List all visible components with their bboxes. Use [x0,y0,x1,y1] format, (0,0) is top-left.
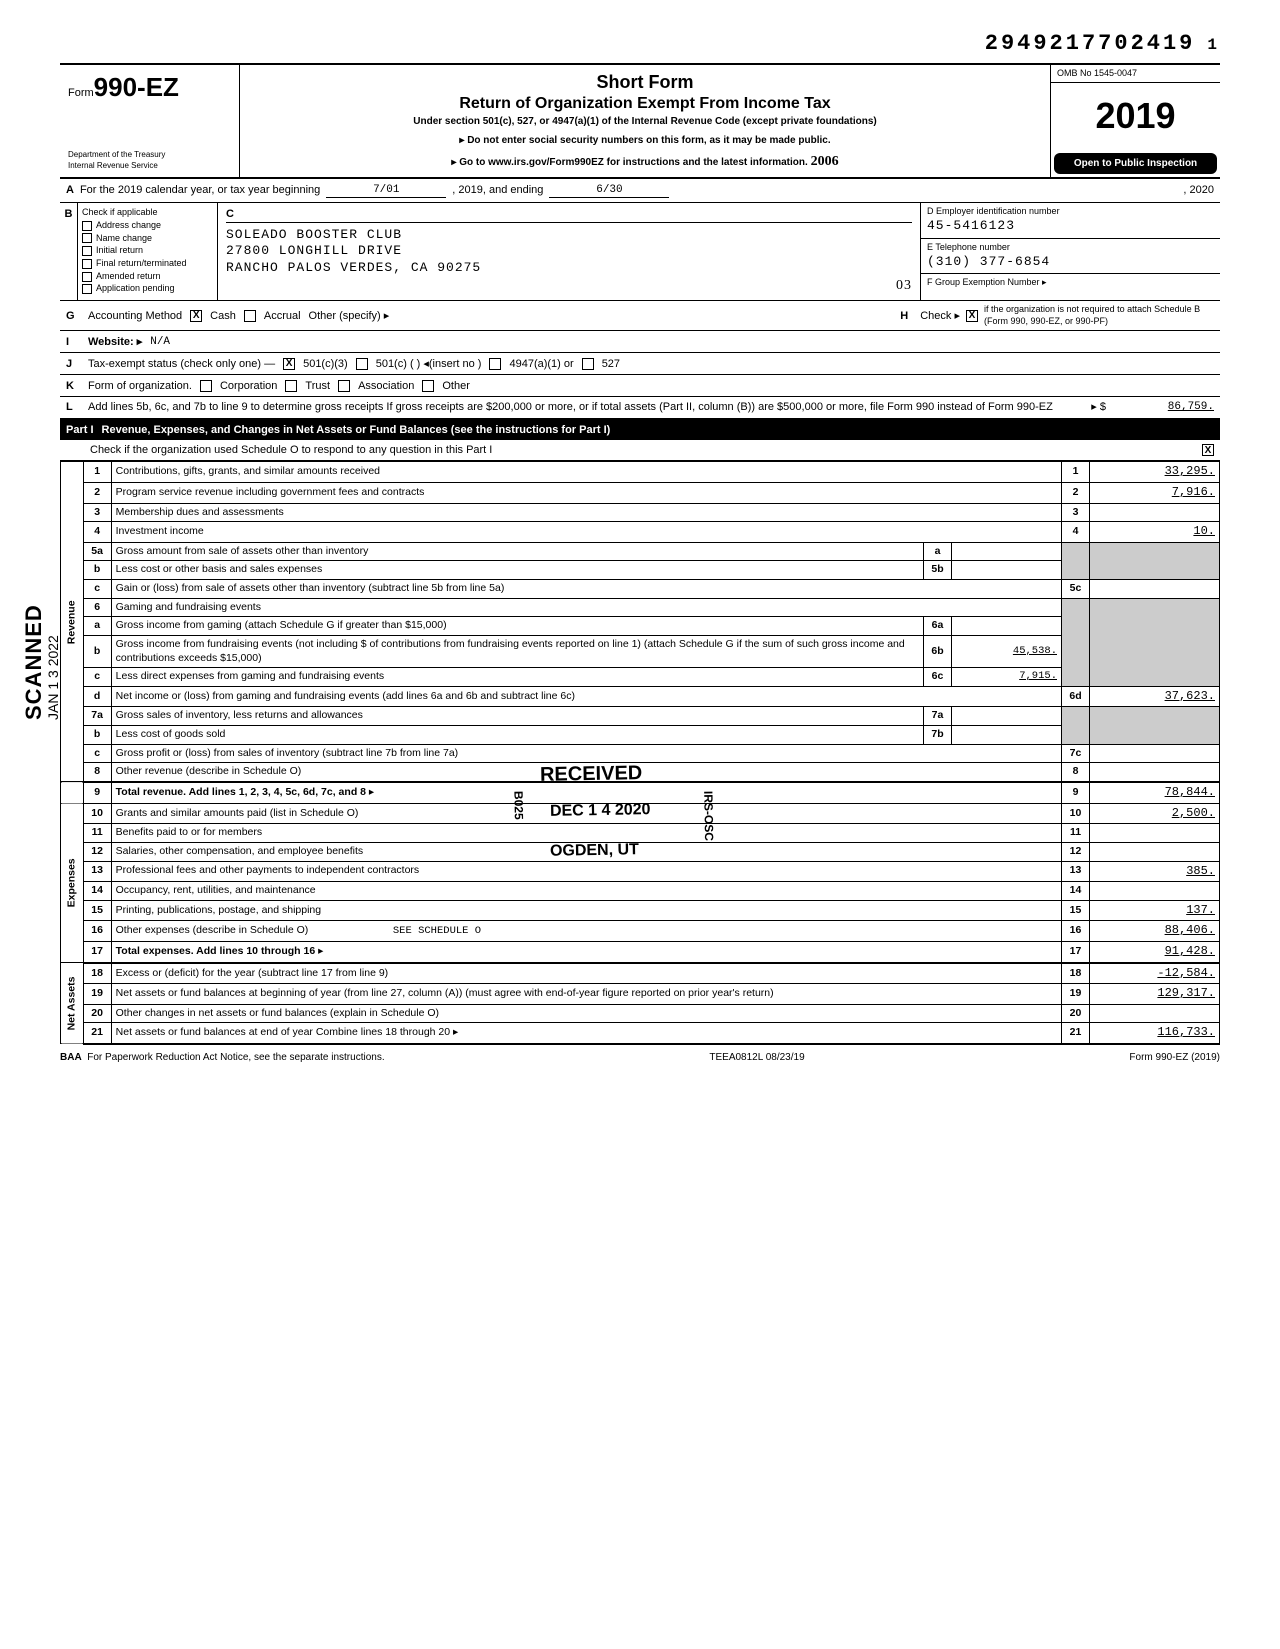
val-5a [952,542,1062,561]
handwritten-2006: 2006 [811,154,839,169]
side-revenue: Revenue [61,462,84,782]
tax-year: 2019 [1051,83,1220,150]
val-21: 116,733. [1090,1023,1220,1044]
val-6b: 45,538. [952,635,1062,667]
block-d: D Employer identification number 45-5416… [921,203,1220,239]
chk-assoc[interactable] [338,380,350,392]
dept-treasury: Department of the Treasury Internal Reve… [68,150,231,171]
title-short-form: Short Form [250,71,1040,94]
chk-address-change[interactable]: Address change [82,220,213,232]
val-1: 33,295. [1090,462,1220,483]
chk-final-return[interactable]: Final return/terminated [82,258,213,270]
val-8 [1090,763,1220,782]
val-19: 129,317. [1090,984,1220,1005]
val-7c [1090,744,1220,763]
chk-501c3[interactable]: X [283,358,295,370]
val-5c [1090,580,1220,599]
label-b: B [60,203,78,300]
title-return: Return of Organization Exempt From Incom… [250,94,1040,115]
val-9: 78,844. [1090,782,1220,803]
val-20 [1090,1004,1220,1023]
line-i: I Website: ▸ N/A [60,331,1220,353]
val-4: 10. [1090,522,1220,543]
stamp-ogden: OGDEN, UT [550,841,639,863]
handwritten-03: 03 [226,277,912,295]
dln-number: 29492177024191 [60,30,1220,59]
line-a: A For the 2019 calendar year, or tax yea… [60,179,1220,203]
chk-corp[interactable] [200,380,212,392]
val-18: -12,584. [1090,963,1220,984]
form-number: Form990-EZ [68,71,231,105]
note-ssn: ▸ Do not enter social security numbers o… [250,134,1040,147]
tax-year-end: 6/30 [549,183,669,198]
website-value: N/A [150,335,170,349]
chk-501c[interactable] [356,358,368,370]
val-7a [952,707,1062,726]
financial-table: Revenue 1Contributions, gifts, grants, a… [60,461,1220,1045]
block-bcdef: B Check if applicable Address change Nam… [60,203,1220,301]
part1-header: Part I Revenue, Expenses, and Changes in… [60,420,1220,440]
footer-left: BAA BAA For Paperwork Reduction Act Noti… [60,1051,385,1064]
val-6d: 37,623. [1090,686,1220,707]
stamp-received: RECEIVED [540,760,643,788]
chk-initial-return[interactable]: Initial return [82,245,213,257]
footer-right: Form 990-EZ (2019) [1129,1051,1220,1064]
val-6c: 7,915. [952,668,1062,687]
val-17: 91,428. [1090,941,1220,962]
val-12 [1090,842,1220,861]
footer: BAA BAA For Paperwork Reduction Act Noti… [60,1051,1220,1064]
stamp-b025: B025 [510,791,526,820]
val-13: 385. [1090,861,1220,882]
org-addr1: 27800 LONGHILL DRIVE [226,243,912,260]
omb-number: OMB No 1545-0047 [1051,65,1220,84]
val-14 [1090,882,1220,901]
chk-trust[interactable] [285,380,297,392]
check-if-applicable: Check if applicable Address change Name … [78,203,218,300]
chk-527[interactable] [582,358,594,370]
chk-other[interactable] [422,380,434,392]
val-10: 2,500. [1090,803,1220,824]
see-schedule-o: SEE SCHEDULE O [393,925,481,937]
block-f: F Group Exemption Number ▸ [921,274,1220,292]
chk-cash[interactable]: X [190,310,202,322]
line-l: L Add lines 5b, 6c, and 7b to line 9 to … [60,397,1220,419]
line-k: K Form of organization. Corporation Trus… [60,375,1220,397]
org-name: SOLEADO BOOSTER CLUB [226,227,912,244]
gross-receipts: 86,759. [1114,400,1214,414]
org-addr2: RANCHO PALOS VERDES, CA 90275 [226,260,912,277]
val-6a [952,617,1062,636]
chk-accrual[interactable] [244,310,256,322]
tax-year-begin: 7/01 [326,183,446,198]
stamp-date: DEC 1 4 2020 [550,800,651,823]
subtitle: Under section 501(c), 527, or 4947(a)(1)… [250,115,1040,128]
footer-mid: TEEA0812L 08/23/19 [385,1051,1130,1064]
form-header: Form990-EZ Department of the Treasury In… [60,63,1220,179]
chk-amended-return[interactable]: Amended return [82,271,213,283]
stamp-irs-osc: IRS-OSC [700,791,716,841]
chk-4947[interactable] [489,358,501,370]
line-j: J Tax-exempt status (check only one) — X… [60,353,1220,375]
val-3 [1090,503,1220,522]
note-url: ▸ Go to www.irs.gov/Form990EZ for instru… [250,153,1040,171]
block-e: E Telephone number (310) 377-6854 [921,239,1220,275]
val-2: 7,916. [1090,482,1220,503]
open-to-public: Open to Public Inspection [1054,153,1217,174]
side-expenses: Expenses [61,803,84,962]
val-7b [952,726,1062,745]
chk-schedule-b[interactable]: X [966,310,978,322]
val-11 [1090,824,1220,843]
part1-sub: Check if the organization used Schedule … [60,440,1220,461]
val-16: 88,406. [1090,921,1220,942]
val-5b [952,561,1062,580]
side-scan-date: JAN 1 3 2022 [44,635,62,720]
block-c: C SOLEADO BOOSTER CLUB 27800 LONGHILL DR… [218,203,920,300]
chk-schedule-o-part1[interactable]: X [1202,444,1214,456]
line-g-h: G Accounting Method XCash Accrual Other … [60,301,1220,331]
side-netassets: Net Assets [61,963,84,1044]
chk-application-pending[interactable]: Application pending [82,283,213,295]
chk-name-change[interactable]: Name change [82,233,213,245]
val-15: 137. [1090,900,1220,921]
